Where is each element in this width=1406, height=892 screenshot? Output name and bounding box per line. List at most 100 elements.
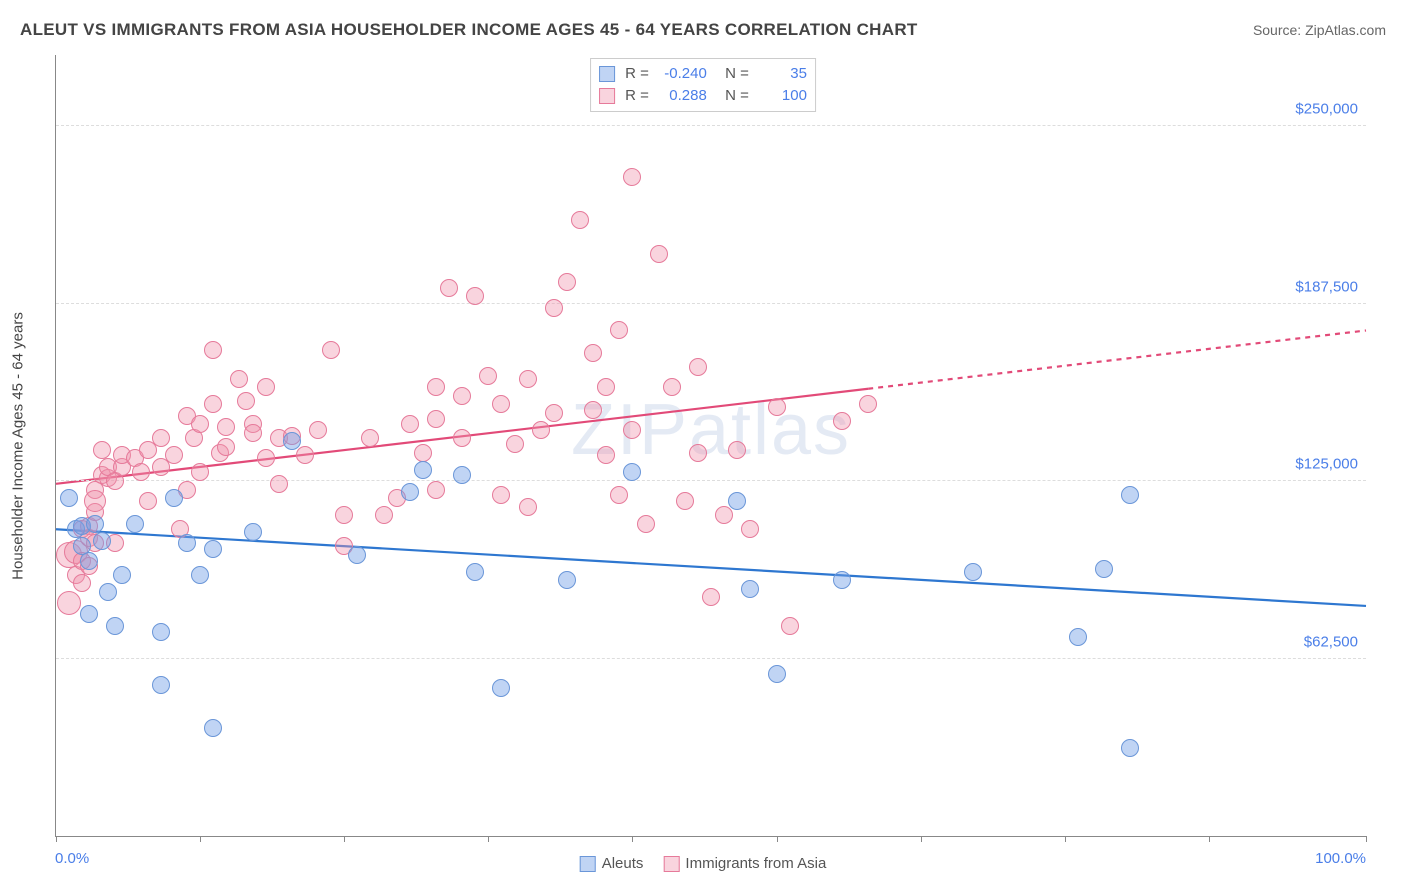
data-point (217, 418, 235, 436)
data-point (401, 415, 419, 433)
data-point (237, 392, 255, 410)
data-point (453, 466, 471, 484)
chart-container: ALEUT VS IMMIGRANTS FROM ASIA HOUSEHOLDE… (0, 0, 1406, 892)
plot-area: ZIPatlas $62,500$125,000$187,500$250,000 (55, 55, 1366, 837)
data-point (728, 441, 746, 459)
data-point (93, 532, 111, 550)
data-point (466, 287, 484, 305)
stats-row-a: R = -0.240 N = 35 (599, 63, 807, 85)
data-point (623, 168, 641, 186)
data-point (296, 446, 314, 464)
legend-swatch-a-icon (580, 856, 596, 872)
data-point (427, 481, 445, 499)
data-point (257, 378, 275, 396)
data-point (532, 421, 550, 439)
data-point (715, 506, 733, 524)
data-point (99, 583, 117, 601)
data-point (244, 424, 262, 442)
swatch-a-icon (599, 66, 615, 82)
source-attribution: Source: ZipAtlas.com (1253, 22, 1386, 38)
data-point (623, 421, 641, 439)
y-tick-label: $62,500 (1304, 633, 1358, 650)
data-point (132, 463, 150, 481)
data-point (492, 486, 510, 504)
data-point (741, 520, 759, 538)
data-point (597, 378, 615, 396)
data-point (86, 515, 104, 533)
data-point (204, 540, 222, 558)
n-value-b: 100 (755, 85, 807, 107)
y-tick-label: $125,000 (1295, 456, 1358, 473)
title-bar: ALEUT VS IMMIGRANTS FROM ASIA HOUSEHOLDE… (20, 20, 1386, 40)
data-point (152, 676, 170, 694)
data-point (741, 580, 759, 598)
data-point (453, 429, 471, 447)
legend-item-a: Aleuts (580, 855, 644, 872)
n-label-a: N = (717, 63, 749, 85)
data-point (453, 387, 471, 405)
r-label-a: R = (625, 63, 649, 85)
data-point (93, 441, 111, 459)
correlation-stats-box: R = -0.240 N = 35 R = 0.288 N = 100 (590, 58, 816, 112)
swatch-b-icon (599, 88, 615, 104)
data-point (558, 273, 576, 291)
n-label-b: N = (717, 85, 749, 107)
data-point (106, 617, 124, 635)
data-point (217, 438, 235, 456)
gridline (56, 125, 1366, 126)
data-point (584, 401, 602, 419)
data-point (768, 665, 786, 683)
data-point (322, 341, 340, 359)
data-point (257, 449, 275, 467)
data-point (663, 378, 681, 396)
y-tick-label: $187,500 (1295, 278, 1358, 295)
legend-label-b: Immigrants from Asia (685, 855, 826, 872)
legend-label-a: Aleuts (602, 855, 644, 872)
legend-item-b: Immigrants from Asia (663, 855, 826, 872)
data-point (1121, 486, 1139, 504)
data-point (348, 546, 366, 564)
x-axis-max-label: 100.0% (1315, 850, 1366, 867)
legend-swatch-b-icon (663, 856, 679, 872)
data-point (427, 378, 445, 396)
data-point (637, 515, 655, 533)
data-point (558, 571, 576, 589)
data-point (414, 444, 432, 462)
data-point (244, 523, 262, 541)
data-point (1095, 560, 1113, 578)
n-value-a: 35 (755, 63, 807, 85)
data-point (165, 446, 183, 464)
data-point (545, 404, 563, 422)
data-point (676, 492, 694, 510)
data-point (230, 370, 248, 388)
data-point (623, 463, 641, 481)
data-point (427, 410, 445, 428)
data-point (191, 566, 209, 584)
data-point (702, 588, 720, 606)
data-point (492, 679, 510, 697)
x-tick (488, 836, 489, 842)
data-point (204, 341, 222, 359)
data-point (571, 211, 589, 229)
data-point (610, 486, 628, 504)
data-point (126, 515, 144, 533)
x-tick (1366, 836, 1367, 842)
trend-line (868, 330, 1366, 388)
data-point (309, 421, 327, 439)
data-point (492, 395, 510, 413)
stats-row-b: R = 0.288 N = 100 (599, 85, 807, 107)
legend: Aleuts Immigrants from Asia (580, 855, 827, 872)
data-point (191, 463, 209, 481)
data-point (545, 299, 563, 317)
data-point (57, 591, 81, 615)
data-point (270, 475, 288, 493)
data-point (191, 415, 209, 433)
data-point (80, 552, 98, 570)
data-point (519, 370, 537, 388)
data-point (689, 358, 707, 376)
x-tick (1065, 836, 1066, 842)
data-point (1069, 628, 1087, 646)
r-value-b: 0.288 (655, 85, 707, 107)
data-point (139, 492, 157, 510)
data-point (165, 489, 183, 507)
